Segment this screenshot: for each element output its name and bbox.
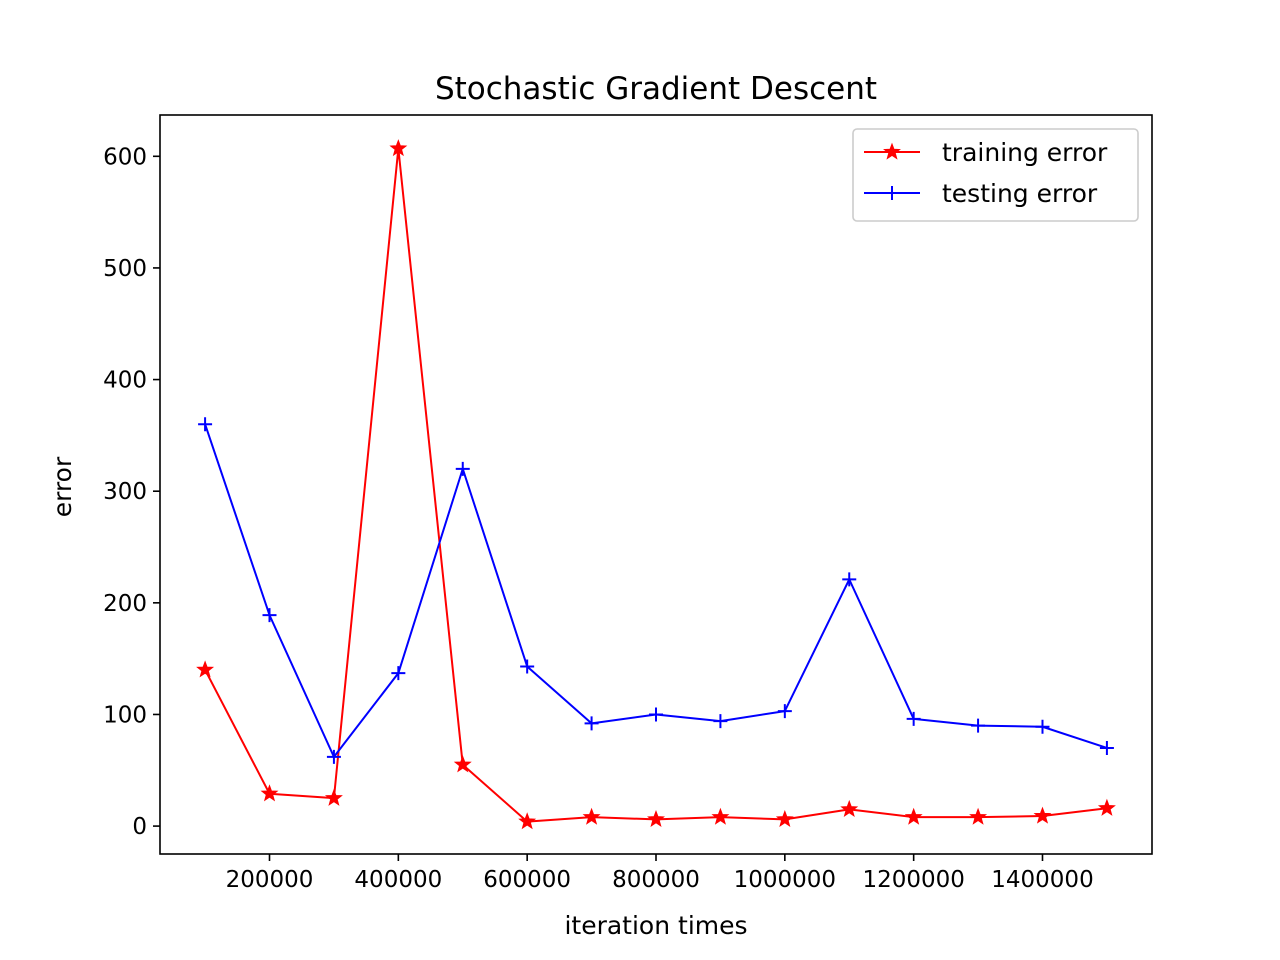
legend-item-testing-error: testing error xyxy=(864,179,1098,208)
data-point-training-error xyxy=(969,807,988,825)
legend-label: training error xyxy=(942,138,1108,167)
x-tick-label: 800000 xyxy=(612,867,700,893)
x-tick-label: 1000000 xyxy=(734,867,836,893)
data-point-training-error xyxy=(260,784,279,802)
legend-frame xyxy=(852,128,1139,222)
x-tick-label: 200000 xyxy=(226,867,314,893)
data-point-training-error xyxy=(1033,806,1052,824)
x-tick-label: 600000 xyxy=(483,867,571,893)
y-tick-label: 400 xyxy=(103,368,147,394)
data-point-training-error xyxy=(453,755,472,773)
data-point-training-error xyxy=(324,788,343,806)
y-axis-label: error xyxy=(48,456,77,517)
series-training-error xyxy=(196,139,1116,830)
series-testing-error xyxy=(198,417,1114,764)
x-tick-label: 1200000 xyxy=(862,867,964,893)
y-tick-label: 200 xyxy=(103,591,147,617)
legend-label: testing error xyxy=(942,179,1098,208)
data-point-training-error xyxy=(1097,798,1116,816)
legend-swatch-marker xyxy=(883,142,901,160)
data-point-testing-error xyxy=(198,417,213,432)
data-point-training-error xyxy=(518,812,537,830)
data-point-testing-error xyxy=(649,707,663,722)
data-point-testing-error xyxy=(842,572,857,587)
plot-area xyxy=(159,114,1153,855)
data-point-testing-error xyxy=(1035,719,1050,734)
data-point-testing-error xyxy=(713,714,728,729)
y-tick-label: 500 xyxy=(103,256,147,282)
data-point-testing-error xyxy=(1099,740,1114,755)
data-point-testing-error xyxy=(455,461,470,476)
y-tick-label: 0 xyxy=(132,814,147,840)
data-point-testing-error xyxy=(971,718,986,733)
legend: training error testing error xyxy=(852,128,1139,222)
legend-items: training error testing error xyxy=(864,138,1108,208)
y-tick-label: 300 xyxy=(103,479,147,505)
plot-frame xyxy=(159,114,1153,855)
data-point-testing-error xyxy=(777,704,792,719)
data-point-training-error xyxy=(582,807,601,825)
data-point-testing-error xyxy=(906,711,921,726)
data-point-training-error xyxy=(389,139,408,157)
x-tick-label: 1400000 xyxy=(991,867,1093,893)
legend-swatch-marker xyxy=(885,186,899,200)
data-point-testing-error xyxy=(520,659,535,674)
data-point-testing-error xyxy=(326,749,341,764)
series-layer xyxy=(196,139,1116,830)
data-point-testing-error xyxy=(391,666,406,681)
data-point-training-error xyxy=(775,809,794,828)
y-tick-label: 100 xyxy=(103,702,147,728)
data-point-training-error xyxy=(711,807,730,825)
data-point-training-error xyxy=(904,807,923,825)
x-axis-label: iteration times xyxy=(564,911,747,940)
chart-title: Stochastic Gradient Descent xyxy=(435,71,877,107)
data-point-training-error xyxy=(647,809,665,828)
x-axis: 200000 400000 600000 800000 1000000 1200000 14… xyxy=(226,854,1094,893)
data-point-training-error xyxy=(840,799,859,817)
data-point-training-error xyxy=(196,660,215,678)
legend-item-training-error: training error xyxy=(864,138,1108,167)
data-point-testing-error xyxy=(584,716,599,731)
y-axis: 0 100 200 300 400 500 600 xyxy=(103,144,160,840)
x-tick-label: 400000 xyxy=(354,867,442,893)
data-point-testing-error xyxy=(262,608,277,623)
y-tick-label: 600 xyxy=(103,144,147,170)
